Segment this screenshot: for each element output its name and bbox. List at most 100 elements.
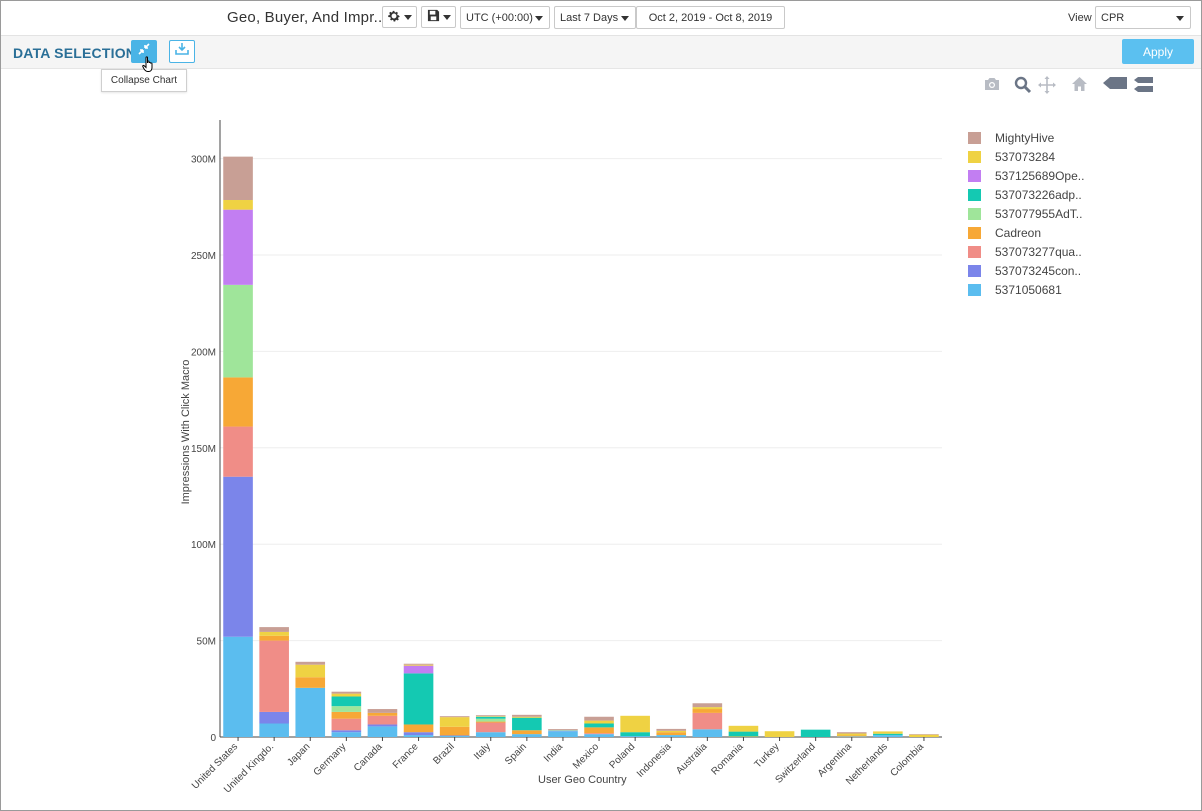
legend-item[interactable]: 537073277qua.. (968, 242, 1084, 261)
bar-segment (873, 735, 903, 737)
date-range-input[interactable]: Oct 2, 2019 - Oct 8, 2019 (636, 6, 785, 29)
timezone-select[interactable]: UTC (+00:00) (460, 6, 550, 29)
bar-segment (439, 726, 470, 736)
x-tick-label: Argentina (816, 741, 854, 779)
chart-legend: MightyHive 537073284 537125689Ope.. 5370732… (968, 128, 1084, 299)
legend-item[interactable]: 5371050681 (968, 280, 1084, 299)
legend-item[interactable]: 537073284 (968, 147, 1084, 166)
bar-segment (584, 727, 614, 734)
legend-swatch (968, 283, 981, 296)
x-tick-label: Indonesia (635, 741, 674, 780)
bar-segment (403, 735, 434, 737)
bar-segment (295, 677, 326, 688)
y-tick-label: 100M (191, 540, 216, 551)
date-preset-select[interactable]: Last 7 Days (554, 6, 636, 29)
bar-segment (223, 284, 253, 378)
bar-segment (728, 736, 759, 737)
bar-segment (764, 731, 795, 737)
legend-label: 5371050681 (995, 282, 1062, 297)
bar-segment (620, 715, 650, 733)
legend-swatch (968, 188, 981, 201)
bar-segment (548, 731, 578, 737)
bar-segment (223, 377, 253, 427)
legend-swatch (968, 245, 981, 258)
chevron-down-icon (404, 14, 412, 20)
bar-segment (367, 715, 398, 725)
bar-segment (403, 665, 434, 674)
bar-segment (475, 715, 506, 717)
bar-segment (367, 712, 398, 716)
bar-segment (259, 627, 289, 632)
bar-segment (800, 729, 831, 737)
legend-swatch (968, 169, 981, 182)
bar-segment (367, 709, 398, 713)
pan-icon[interactable] (1038, 76, 1056, 99)
bar-segment (728, 725, 759, 732)
date-range-value: Oct 2, 2019 - Oct 8, 2019 (648, 11, 773, 24)
bar-segment (331, 691, 362, 694)
legend-item[interactable]: 537073245con.. (968, 261, 1084, 280)
settings-dropdown-button[interactable] (382, 6, 417, 28)
bar-segment (439, 717, 470, 727)
x-tick-label: Romania (709, 741, 745, 777)
legend-item[interactable]: 537073226adp.. (968, 185, 1084, 204)
legend-item[interactable]: 537125689Ope.. (968, 166, 1084, 185)
chevron-down-icon (621, 16, 629, 21)
bar-segment (692, 709, 723, 713)
bar-segment (512, 730, 542, 735)
bar-segment (259, 631, 289, 636)
x-tick-label: Brazil (431, 741, 456, 766)
hover-closest-icon[interactable] (1103, 76, 1127, 95)
legend-item[interactable]: MightyHive (968, 128, 1084, 147)
view-select[interactable]: CPR (1095, 6, 1191, 29)
legend-item[interactable]: Cadreon (968, 223, 1084, 242)
bar-segment (223, 636, 253, 737)
bar-segment (475, 718, 506, 722)
save-icon (427, 9, 440, 25)
bar-segment (584, 720, 614, 724)
download-button[interactable] (169, 40, 195, 63)
x-axis-title: User Geo Country (538, 774, 627, 786)
bar-segment (331, 696, 362, 707)
bar-segment (295, 664, 326, 678)
legend-swatch (968, 264, 981, 277)
y-axis-title: Impressions With Click Macro (180, 359, 192, 505)
legend-label: 537073284 (995, 149, 1056, 164)
y-tick-label: 50M (197, 637, 216, 648)
bar-segment (403, 732, 434, 736)
bar-segment (692, 712, 723, 730)
legend-swatch (968, 150, 981, 163)
bar-segment (656, 732, 687, 736)
bar-segment (548, 730, 578, 732)
camera-icon[interactable] (983, 76, 1001, 97)
zoom-icon[interactable] (1014, 76, 1032, 99)
bar-segment (836, 733, 867, 736)
bar-segment (223, 476, 253, 637)
legend-item[interactable]: 537077955AdT.. (968, 204, 1084, 223)
save-dropdown-button[interactable] (421, 6, 456, 28)
bar-segment (548, 729, 578, 731)
x-tick-label: Germany (312, 741, 349, 778)
bar-segment (403, 673, 434, 725)
bar-segment (439, 716, 470, 718)
x-tick-label: Canada (352, 741, 385, 774)
bar-segment (331, 732, 362, 737)
chevron-down-icon (1176, 16, 1184, 21)
bar-segment (403, 664, 434, 666)
bar-segment (295, 661, 326, 665)
bar-segment (367, 724, 398, 727)
bar-segment (403, 663, 434, 665)
hover-compare-icon[interactable] (1134, 76, 1154, 99)
bar-segment (656, 735, 687, 737)
top-toolbar: Geo, Buyer, And Impr... UTC (+00:00) Las… (1, 1, 1201, 36)
bar-segment (475, 716, 506, 719)
report-title: Geo, Buyer, And Impr... (227, 9, 387, 26)
collapse-chart-button[interactable] (131, 40, 157, 63)
x-tick-label: India (542, 741, 565, 764)
bar-segment (259, 711, 289, 724)
apply-button[interactable]: Apply (1122, 39, 1194, 64)
home-icon[interactable] (1071, 76, 1088, 97)
bar-segment (692, 729, 723, 737)
y-tick-label: 250M (191, 251, 216, 262)
bar-segment (512, 714, 542, 717)
